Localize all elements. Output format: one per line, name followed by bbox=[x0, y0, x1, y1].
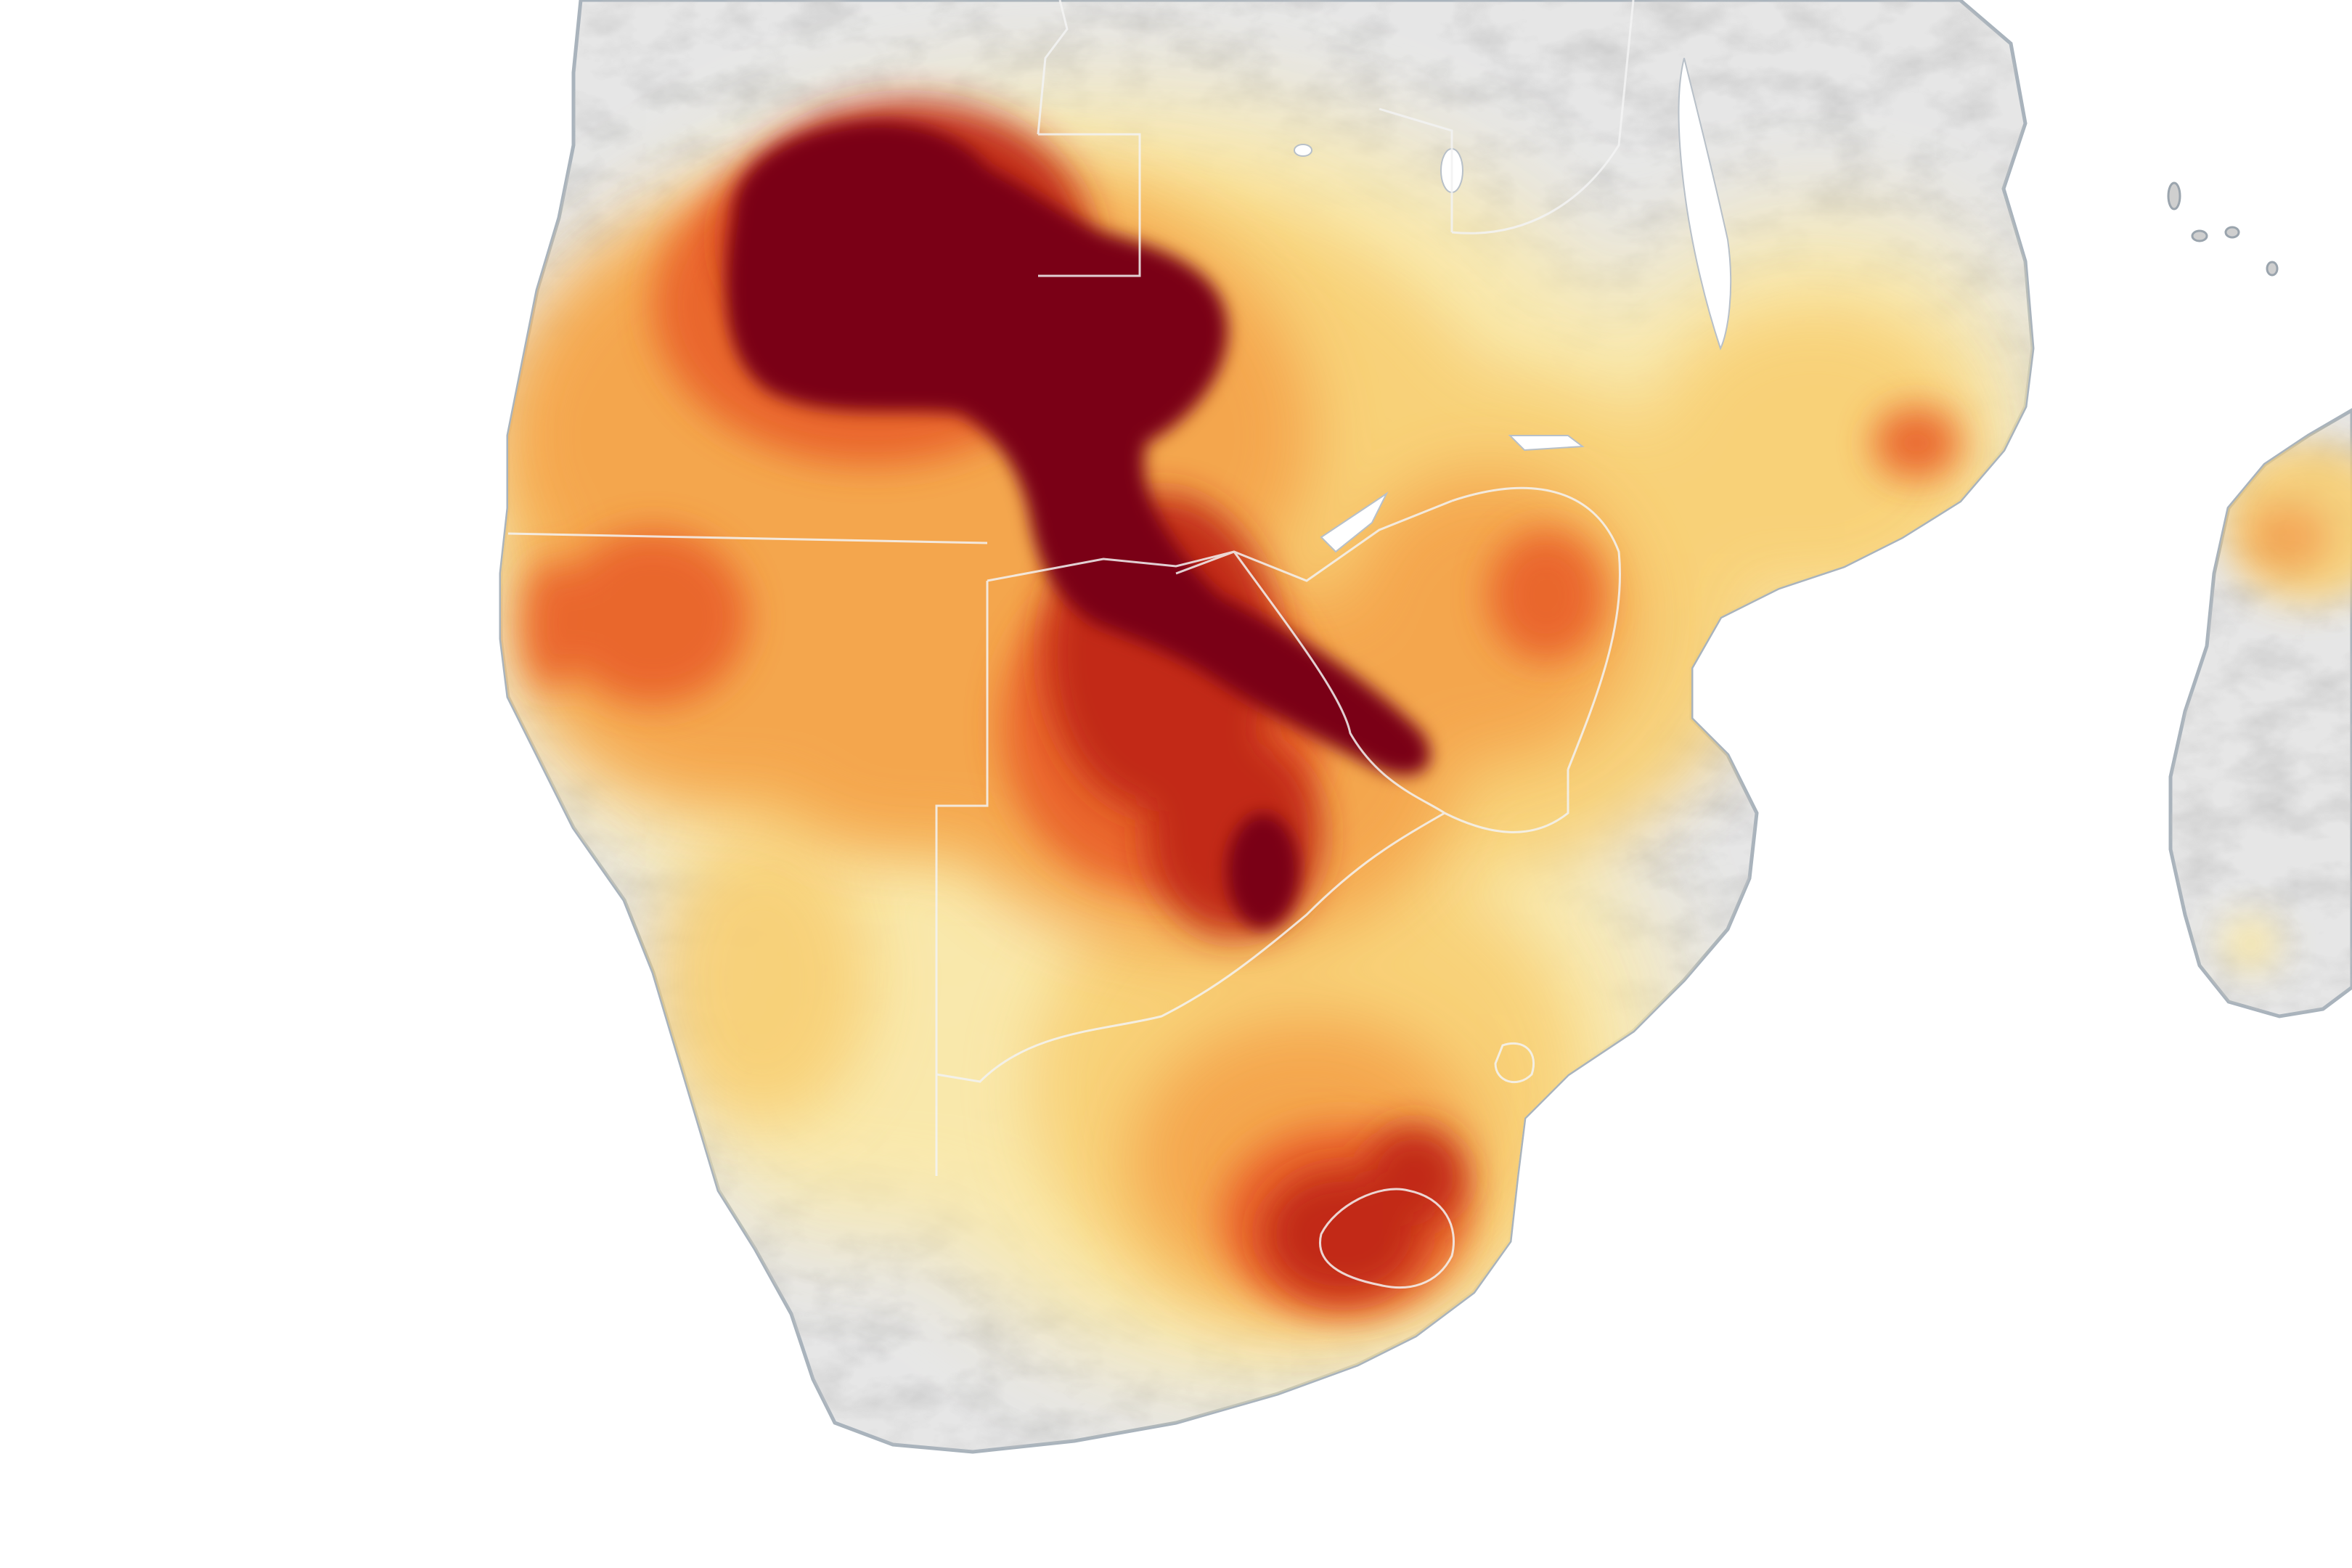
border-zambia-malawi bbox=[1379, 107, 1453, 232]
comoros-islands bbox=[2167, 181, 2279, 277]
border-angola-zambia bbox=[1038, 133, 1141, 277]
lake-small bbox=[1294, 144, 1312, 157]
border-botswana-southafrica bbox=[936, 812, 1445, 1083]
lake-cahora-bassa bbox=[1508, 435, 1585, 452]
border-zambia-zimbabwe bbox=[1175, 499, 1453, 582]
border-botswana-zimbabwe bbox=[1233, 551, 1445, 814]
border-zambia-tanzania bbox=[1451, 0, 1635, 234]
country-borders bbox=[507, 0, 1635, 1289]
border-caprivi bbox=[987, 550, 1235, 582]
border-zambia-congo bbox=[1037, 0, 1069, 135]
madagascar-drought-layer bbox=[2221, 443, 2352, 973]
border-mozambique-southafrica bbox=[1444, 769, 1569, 833]
lake-kariba bbox=[1320, 491, 1389, 553]
border-namibia-botswana bbox=[935, 581, 989, 1074]
lake-malawi bbox=[1678, 57, 1732, 351]
border-lesotho bbox=[1319, 1188, 1455, 1289]
border-mozambique-zimbabwe bbox=[1451, 486, 1622, 770]
border-eswatini bbox=[1494, 1042, 1535, 1084]
border-angola-namibia bbox=[507, 532, 988, 544]
